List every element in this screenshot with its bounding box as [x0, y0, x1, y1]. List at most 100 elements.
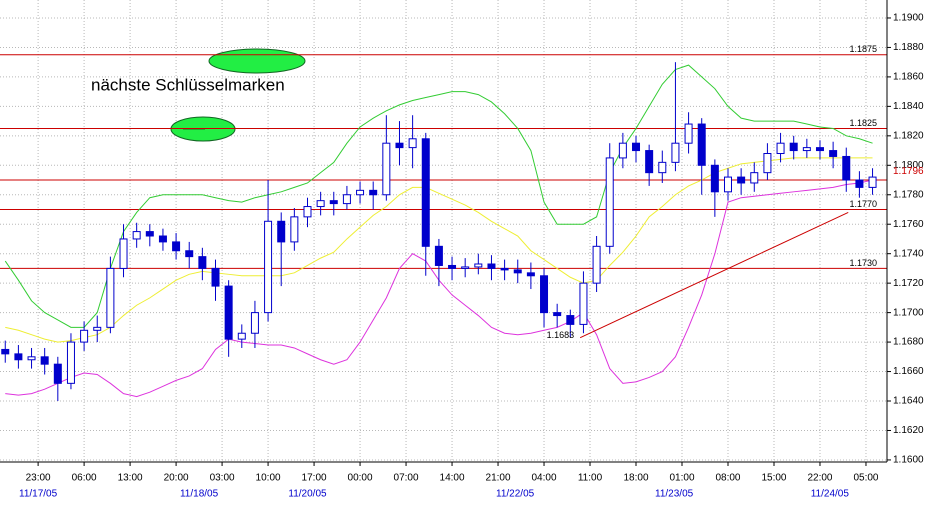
y-tick-label: 1.1660	[893, 366, 924, 377]
candle-body	[132, 231, 141, 240]
y-tick-label: 1.1680	[893, 337, 924, 348]
candle-body	[723, 176, 732, 193]
candle-body	[66, 341, 75, 384]
y-tick-label: 1.1800	[893, 160, 924, 171]
candle-body	[198, 256, 207, 269]
y-tick-label: 1.1900	[893, 13, 924, 24]
candle-body	[277, 220, 286, 243]
candle-body	[119, 238, 128, 269]
y-tick-label: 1.1720	[893, 278, 924, 289]
candle-body	[645, 150, 654, 174]
candle-body	[763, 153, 772, 174]
y-tick-label: 1.1860	[893, 72, 924, 83]
candle-body	[618, 142, 627, 159]
candle-body	[448, 264, 457, 269]
candle-body	[421, 138, 430, 247]
candle-body	[40, 356, 49, 365]
x-tick-label: 13:00	[118, 473, 143, 484]
x-tick-label: 18:00	[623, 473, 648, 484]
grid	[0, 0, 887, 462]
x-tick-label: 08:00	[715, 473, 740, 484]
date-label: 11/23/05	[655, 489, 694, 500]
trend-line	[579, 211, 849, 339]
candle-body	[750, 172, 759, 184]
x-tick-label: 22:00	[807, 473, 832, 484]
x-tick-label: 21:00	[486, 473, 511, 484]
candle-body	[671, 142, 680, 163]
candle-body	[211, 267, 220, 287]
last-price-label: 1.1796	[893, 166, 924, 177]
candle-body	[356, 189, 365, 196]
candle-body	[868, 176, 877, 188]
candle-body	[27, 356, 36, 361]
level-label: 1.1875	[849, 44, 877, 54]
level-label: 1.1730	[849, 258, 877, 268]
band-line	[4, 64, 873, 328]
candle-body	[250, 312, 259, 334]
date-label: 11/22/05	[496, 489, 535, 500]
candle-body	[710, 164, 719, 193]
annotation: nächste Schlüsselmarken	[91, 75, 285, 94]
candle-body	[815, 147, 824, 152]
candle-body	[553, 312, 562, 317]
candle-body	[237, 332, 246, 340]
date-label: 11/17/05	[19, 489, 58, 500]
x-tick-label: 14:00	[440, 473, 465, 484]
marker-ellipse	[208, 48, 306, 74]
candle-body	[540, 275, 549, 314]
date-label: 11/18/05	[180, 489, 219, 500]
y-tick-label: 1.1880	[893, 42, 924, 53]
candle-body	[592, 245, 601, 284]
y-tick-label: 1.1700	[893, 307, 924, 318]
candle-body	[224, 285, 233, 340]
x-tick-label: 05:00	[853, 473, 878, 484]
candle-body	[684, 123, 693, 144]
candle-body	[80, 329, 89, 343]
candle-body	[408, 138, 417, 149]
x-tick-label: 03:00	[210, 473, 235, 484]
candle-body	[382, 142, 391, 196]
y-tick-label: 1.1780	[893, 189, 924, 200]
candle-body	[264, 220, 273, 314]
candle-body	[829, 150, 838, 157]
candle-body	[842, 155, 851, 181]
candle-body	[526, 272, 535, 277]
x-tick-label: 01:00	[669, 473, 694, 484]
candle-body	[106, 267, 115, 328]
candle-body	[1, 348, 10, 355]
candle-body	[855, 179, 864, 188]
x-tick-label: 04:00	[532, 473, 557, 484]
date-label: 11/24/05	[811, 489, 850, 500]
candle-body	[461, 266, 470, 269]
candle-body	[53, 363, 62, 384]
candle-body	[185, 250, 194, 258]
candle-body	[605, 157, 614, 247]
candle-body	[145, 231, 154, 237]
x-tick-label: 06:00	[72, 473, 97, 484]
candle-body	[500, 267, 509, 271]
candle-body	[697, 123, 706, 166]
candle-body	[802, 147, 811, 152]
candle-body	[513, 269, 522, 274]
x-tick-label: 20:00	[164, 473, 189, 484]
low-label: 1.1683	[547, 330, 575, 340]
candle-body	[632, 142, 641, 152]
candle-body	[316, 200, 325, 208]
candle-body	[487, 263, 496, 269]
x-tick-label: 15:00	[761, 473, 786, 484]
candle-body	[303, 206, 312, 218]
candle-body	[329, 200, 338, 205]
date-label: 11/20/05	[288, 489, 327, 500]
candle-body	[14, 353, 23, 361]
candle-body	[369, 189, 378, 196]
candle-body	[776, 142, 785, 155]
plot: 1.1875 1.1825 1.1770 1.1730 1.1683	[0, 44, 887, 402]
candle-body	[172, 241, 181, 252]
candle-body	[342, 194, 351, 205]
candle-body	[566, 315, 575, 325]
y-tick-label: 1.1740	[893, 248, 924, 259]
y-tick-label: 1.1620	[893, 425, 924, 436]
x-tick-label: 11:00	[578, 473, 603, 484]
candle-body	[474, 263, 483, 268]
